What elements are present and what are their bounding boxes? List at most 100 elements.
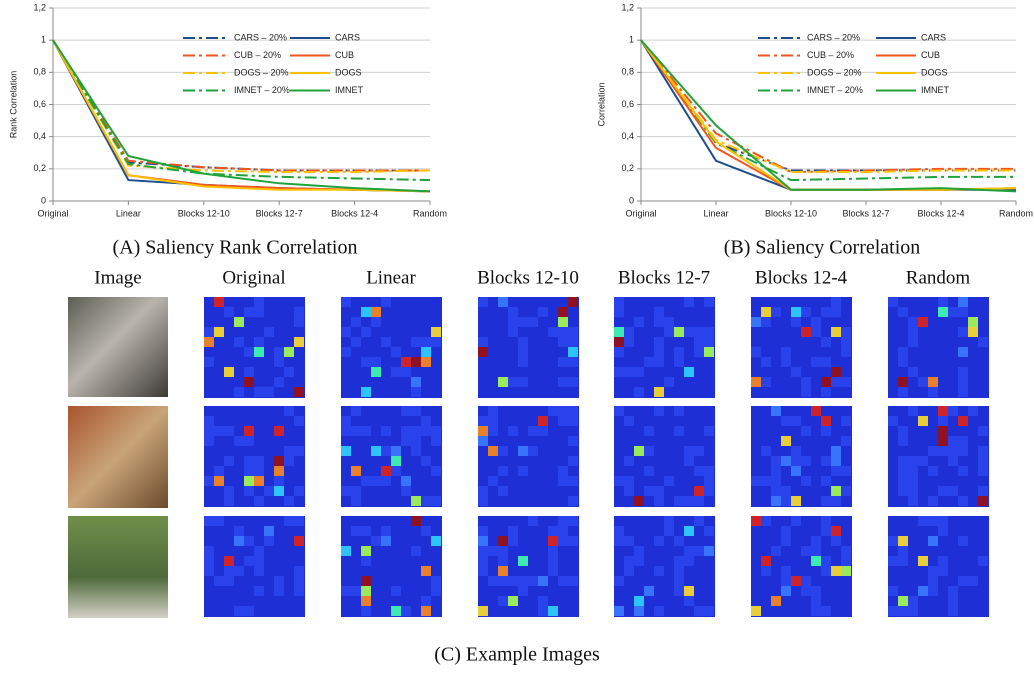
- saliency-cell: [401, 367, 411, 377]
- saliency-cell: [381, 526, 391, 536]
- saliency-cell: [411, 357, 421, 367]
- saliency-cell: [684, 327, 694, 337]
- saliency-cell: [624, 566, 634, 576]
- saliency-cell: [401, 476, 411, 486]
- saliency-cell: [791, 516, 801, 526]
- saliency-cell: [644, 486, 654, 496]
- saliency-cell: [831, 456, 841, 466]
- saliency-cell: [488, 426, 498, 436]
- saliency-cell: [214, 576, 224, 586]
- saliency-cell: [558, 416, 568, 426]
- saliency-cell: [781, 486, 791, 496]
- saliency-cell: [401, 357, 411, 367]
- saliency-cell: [634, 446, 644, 456]
- saliency-cell: [841, 486, 851, 496]
- saliency-cell: [614, 526, 624, 536]
- saliency-cell: [381, 466, 391, 476]
- column-header: Random: [906, 267, 971, 288]
- x-tick-label: Random: [999, 208, 1033, 218]
- saliency-cell: [958, 327, 968, 337]
- saliency-cell: [898, 377, 908, 387]
- saliency-cell: [204, 476, 214, 486]
- saliency-cell: [751, 476, 761, 486]
- saliency-cell: [684, 546, 694, 556]
- legend-label: CUB: [335, 50, 354, 60]
- saliency-cell: [654, 387, 664, 397]
- saliency-cell: [781, 436, 791, 446]
- saliency-cell: [224, 566, 234, 576]
- saliency-cell: [421, 596, 431, 606]
- saliency-cell: [351, 466, 361, 476]
- saliency-cell: [254, 347, 264, 357]
- saliency-cell: [498, 446, 508, 456]
- saliency-cell: [558, 576, 568, 586]
- saliency-cell: [294, 337, 304, 347]
- legend-label: DOGS – 20%: [234, 67, 289, 77]
- saliency-cell: [224, 426, 234, 436]
- saliency-cell: [614, 297, 624, 307]
- saliency-cell: [958, 466, 968, 476]
- saliency-cell: [371, 317, 381, 327]
- saliency-cell: [801, 586, 811, 596]
- saliency-cell: [558, 526, 568, 536]
- saliency-cell: [614, 347, 624, 357]
- saliency-cell: [431, 337, 441, 347]
- saliency-cell: [751, 516, 761, 526]
- saliency-cell: [831, 536, 841, 546]
- saliency-cell: [421, 426, 431, 436]
- saliency-cell: [821, 606, 831, 616]
- saliency-cell: [224, 496, 234, 506]
- saliency-cell: [371, 307, 381, 317]
- saliency-cell: [948, 446, 958, 456]
- saliency-cell: [761, 476, 771, 486]
- saliency-cell: [694, 516, 704, 526]
- saliency-cell: [938, 556, 948, 566]
- saliency-cell: [478, 297, 488, 307]
- saliency-cell: [664, 476, 674, 486]
- saliency-cell: [644, 446, 654, 456]
- saliency-cell: [694, 606, 704, 616]
- y-tick-label: 1: [629, 35, 634, 45]
- saliency-cell: [391, 367, 401, 377]
- y-tick-label: 0,2: [621, 163, 634, 173]
- saliency-cell: [568, 337, 578, 347]
- saliency-cell: [948, 456, 958, 466]
- saliency-cell: [421, 456, 431, 466]
- saliency-cell: [771, 596, 781, 606]
- saliency-cell: [968, 327, 978, 337]
- saliency-cell: [478, 347, 488, 357]
- saliency-cell: [841, 546, 851, 556]
- saliency-cell: [361, 307, 371, 317]
- saliency-cell: [498, 466, 508, 476]
- y-tick-label: 1: [41, 35, 46, 45]
- saliency-cell: [478, 337, 488, 347]
- saliency-cell: [538, 307, 548, 317]
- saliency-cell: [244, 456, 254, 466]
- saliency-cell: [411, 436, 421, 446]
- saliency-cell: [518, 357, 528, 367]
- saliency-cell: [381, 446, 391, 456]
- saliency-cell: [918, 516, 928, 526]
- series-line: [52, 39, 431, 193]
- saliency-cell: [888, 297, 898, 307]
- legend-label: DOGS: [335, 67, 362, 77]
- saliency-cell: [204, 566, 214, 576]
- saliency-cell: [548, 566, 558, 576]
- saliency-cell: [488, 406, 498, 416]
- saliency-cell: [791, 416, 801, 426]
- saliency-cell: [361, 387, 371, 397]
- saliency-cell: [568, 496, 578, 506]
- saliency-cell: [908, 476, 918, 486]
- saliency-cell: [361, 327, 371, 337]
- saliency-cell: [978, 337, 988, 347]
- y-tick-label: 0,8: [621, 67, 634, 77]
- saliency-cell: [264, 327, 274, 337]
- saliency-cell: [831, 466, 841, 476]
- column-header: Image: [94, 267, 141, 288]
- saliency-cell: [391, 446, 401, 456]
- saliency-cell: [431, 576, 441, 586]
- saliency-cell: [771, 486, 781, 496]
- saliency-cell: [821, 456, 831, 466]
- saliency-cell: [751, 347, 761, 357]
- saliency-cell: [548, 526, 558, 536]
